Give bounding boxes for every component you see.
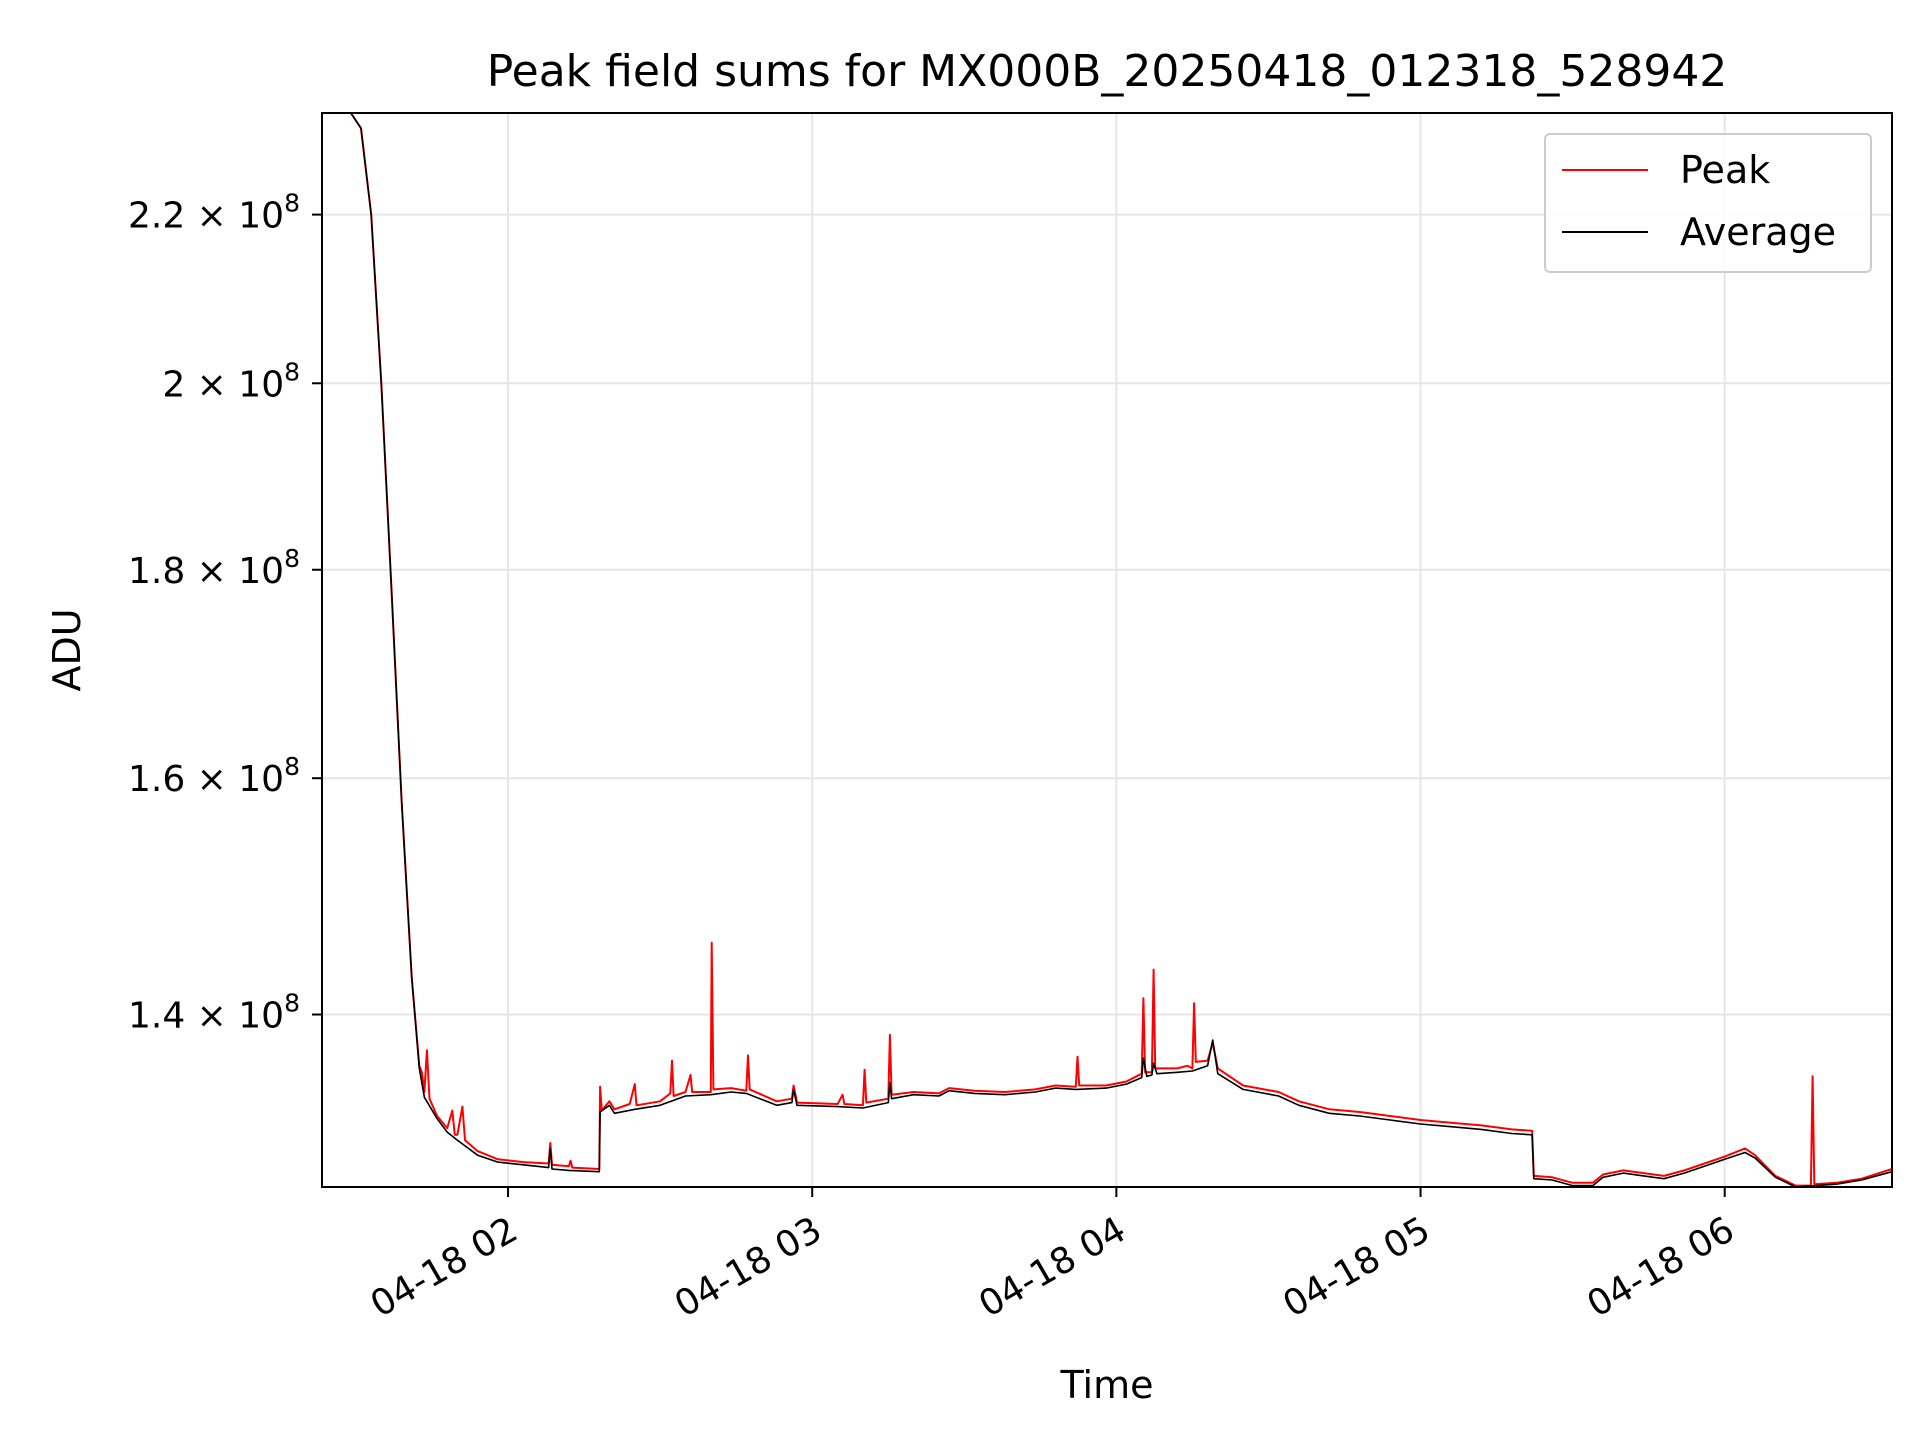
y-axis: 1.4 × 108 1.6 × 108 1.8 × 108 2 × 108 2.2 × … [128, 189, 322, 1037]
y-tick-label: 2.2 × 108 [128, 189, 300, 237]
plot-frame [321, 112, 1893, 1188]
plot-area [322, 113, 1892, 1187]
y-tick-label: 1.4 × 108 [128, 989, 300, 1037]
chart-title: Peak field sums for MX000B_20250418_0123… [487, 46, 1728, 97]
y-tick-label: 2 × 108 [162, 357, 300, 405]
y-tick-label: 1.6 × 108 [128, 752, 300, 800]
legend-label-peak: Peak [1680, 148, 1770, 192]
series-layer [322, 112, 1893, 1188]
legend-box [1544, 133, 1872, 273]
legend: Peak Average [1544, 133, 1872, 273]
series-line-average [322, 112, 1893, 1188]
legend-label-average: Average [1680, 210, 1836, 254]
x-axis-label: Time [1060, 1363, 1154, 1407]
y-tick-label: 1.8 × 108 [128, 544, 300, 592]
y-axis-label: ADU [45, 608, 89, 691]
